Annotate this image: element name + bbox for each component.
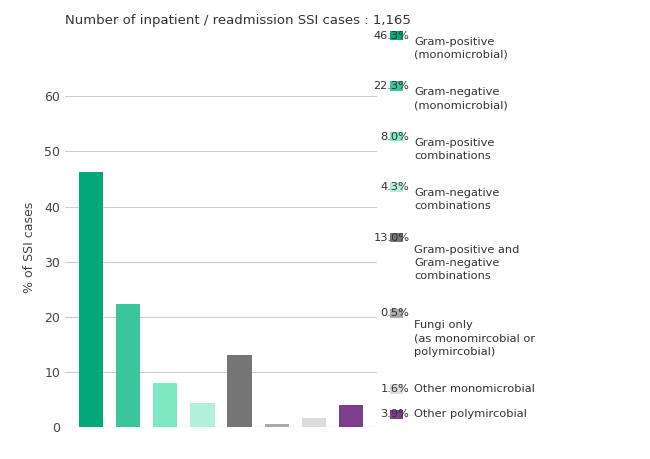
Text: 4.3%: 4.3% — [381, 182, 410, 192]
Text: Fungi only
(as monomircobial or
polymircobial): Fungi only (as monomircobial or polymirc… — [414, 320, 535, 357]
Text: Gram-negative
combinations: Gram-negative combinations — [414, 188, 499, 211]
Text: Other monomicrobial: Other monomicrobial — [414, 384, 535, 394]
Bar — [302, 418, 326, 427]
Text: Other polymircobial: Other polymircobial — [414, 409, 527, 419]
Text: Gram-positive
combinations: Gram-positive combinations — [414, 138, 495, 161]
Text: 22.3%: 22.3% — [374, 81, 410, 91]
Bar — [116, 304, 140, 427]
Text: 13.0%: 13.0% — [373, 233, 410, 242]
Bar — [79, 172, 103, 427]
Bar — [153, 383, 177, 427]
Text: 3.9%: 3.9% — [381, 409, 410, 419]
Bar — [190, 403, 214, 427]
Y-axis label: % of SSI cases: % of SSI cases — [23, 202, 36, 293]
Text: Gram-positive and
Gram-negative
combinations: Gram-positive and Gram-negative combinat… — [414, 245, 519, 281]
Text: 1.6%: 1.6% — [381, 384, 410, 394]
Text: Gram-positive
(monomicrobial): Gram-positive (monomicrobial) — [414, 37, 508, 60]
Text: 8.0%: 8.0% — [381, 132, 410, 141]
Bar — [227, 355, 252, 427]
Text: 0.5%: 0.5% — [381, 308, 410, 318]
Bar — [265, 424, 289, 427]
Text: Gram-negative
(monomicrobial): Gram-negative (monomicrobial) — [414, 87, 508, 110]
Text: Number of inpatient / readmission SSI cases : 1,165: Number of inpatient / readmission SSI ca… — [65, 14, 411, 27]
Bar — [339, 405, 363, 427]
Text: 46.3%: 46.3% — [374, 31, 410, 40]
